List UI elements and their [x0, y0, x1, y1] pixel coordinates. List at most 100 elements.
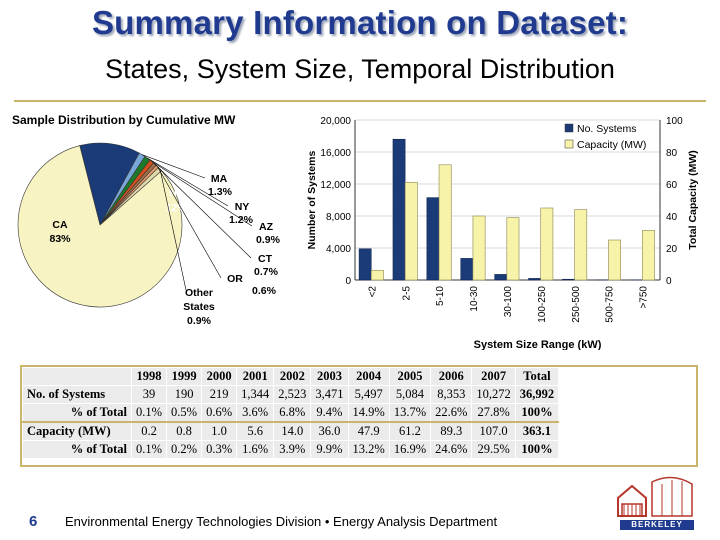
bar-capacity	[404, 182, 418, 281]
table-cell: 0.2	[130, 421, 168, 441]
table-cell: 219	[201, 385, 238, 404]
table-cell: 47.9	[347, 421, 390, 441]
table-total-cell: 36,992	[514, 385, 560, 404]
legend-swatch	[564, 139, 574, 149]
slide-title: Summary Information on Dataset:	[91, 4, 629, 41]
table-cell: 61.2	[388, 421, 432, 441]
pie-slice-ca	[17, 145, 183, 308]
table-cell: 29.5%	[471, 440, 516, 459]
table-row: % of Total 0.1% 0.5% 0.6% 3.6% 6.8% 9.4% 14.9% 1…	[22, 403, 560, 423]
table-row-label: % of Total	[22, 403, 132, 423]
pie-value-ma: 1.3%	[208, 186, 233, 198]
table-row: Capacity (MW) 0.2 0.8 1.0 5.6 14.0 36.0 47.9 61.…	[22, 421, 560, 441]
pie-leader-ct	[154, 163, 252, 259]
pie-value-nj: 12%	[165, 202, 187, 214]
bar-systems	[426, 197, 440, 281]
table-cell: 39	[130, 385, 168, 404]
y-tick-label: 16,000	[320, 148, 351, 159]
y-tick-label: 8,000	[326, 212, 351, 223]
x-tick-label: 250-500	[571, 286, 582, 323]
table-cell: 5,497	[347, 385, 390, 404]
table-header-cell: 2003	[310, 367, 349, 386]
pie-label-or: OR	[227, 273, 243, 285]
table-cell: 0.8	[166, 421, 203, 441]
summary-table: 1998 1999 2000 2001 2002 2003 2004 2005 2006 2007…	[22, 367, 560, 459]
table-header-cell: 2006	[430, 367, 473, 386]
table-row-label: Capacity (MW)	[22, 421, 132, 441]
table-header-row: 1998 1999 2000 2001 2002 2003 2004 2005 2006 2007…	[22, 367, 560, 386]
pie-label-ct: CT	[258, 253, 273, 265]
y-tick-label: 12,000	[320, 180, 351, 191]
y2-tick-label: 0	[666, 276, 672, 287]
table-cell: 0.5%	[166, 403, 203, 423]
table-cell: 27.8%	[471, 403, 516, 423]
pie-label-nj: NJ	[169, 187, 183, 199]
pie-label-ma: MA	[211, 173, 228, 185]
bar-capacity	[472, 215, 486, 281]
table-cell: 10,272	[471, 385, 516, 404]
y2-tick-label: 60	[666, 180, 678, 191]
table-cell: 89.3	[430, 421, 473, 441]
x-tick-label: 10-30	[469, 286, 480, 312]
pie-leader-az	[151, 161, 253, 227]
table-header-cell: 1998	[130, 367, 168, 386]
table-cell: 0.6%	[201, 403, 238, 423]
bar-capacity	[642, 230, 655, 281]
pie-leader-other	[159, 169, 187, 291]
pie-leader-or	[157, 166, 222, 279]
table-header-cell: 2001	[236, 367, 275, 386]
x-axis-title: System Size Range (kW)	[474, 339, 602, 350]
table-cell: 190	[166, 385, 203, 404]
table-header-cell: 2005	[388, 367, 432, 386]
pie-slice-nj	[79, 142, 140, 226]
pie-label-states: States	[183, 301, 215, 313]
table-cell: 3.9%	[273, 440, 312, 459]
table-row-label: % of Total	[22, 440, 132, 459]
x-tick-label: >750	[639, 286, 650, 309]
x-tick-label: 500-750	[605, 286, 616, 323]
pie-label-ny: NY	[235, 201, 250, 213]
bar-systems	[562, 278, 575, 281]
bar-systems	[358, 248, 372, 281]
x-tick-label: 5-10	[435, 286, 446, 306]
table-header-cell: 2007	[471, 367, 516, 386]
y2-tick-label: 80	[666, 148, 678, 159]
table-header-cell: 2000	[201, 367, 238, 386]
table-cell: 0.1%	[130, 440, 168, 459]
legend-label: Capacity (MW)	[577, 139, 646, 151]
table-header-cell: 1999	[166, 367, 203, 386]
pie-leader-ma	[142, 154, 206, 179]
table-cell: 14.9%	[347, 403, 390, 423]
x-tick-label: 2-5	[401, 286, 412, 301]
footer-text: Environmental Energy Technologies Divisi…	[65, 514, 498, 529]
bar-capacity	[506, 217, 520, 281]
pie-value-ca: 83%	[49, 233, 71, 245]
x-tick-label: 30-100	[503, 286, 514, 318]
slide-subtitle: States, System Size, Temporal Distributi…	[105, 54, 615, 84]
y-tick-label: 0	[345, 276, 351, 287]
table-cell: 8,353	[430, 385, 473, 404]
table-header-cell: 2004	[347, 367, 390, 386]
berkeley-lab-logo	[617, 476, 693, 517]
table-row: No. of Systems 39 190 219 1,344 2,523 3,471 5,4…	[22, 385, 560, 404]
table-cell: 3,471	[310, 385, 349, 404]
y2-axis-title: Total Capacity (MW)	[687, 150, 699, 250]
table-header-cell: 2002	[273, 367, 312, 386]
table-row-label: No. of Systems	[22, 385, 132, 404]
bar-systems	[392, 138, 406, 281]
logo-wordmark: BERKELEY LAB	[620, 520, 694, 539]
table-cell: 3.6%	[236, 403, 275, 423]
table-cell: 9.4%	[310, 403, 349, 423]
pie-label-az: AZ	[259, 221, 274, 233]
table-total-cell: 100%	[514, 403, 560, 423]
table-cell: 1.0	[201, 421, 238, 441]
bar-capacity	[574, 209, 588, 281]
pie-value-other: 0.9%	[187, 315, 212, 327]
x-tick-label: 100-250	[537, 286, 548, 323]
table-cell: 22.6%	[430, 403, 473, 423]
pie-label-other: Other	[185, 287, 213, 299]
bar-chart: 0 4,000 8,000 12,000 16,000 20,000 0 20 40 60 80 10…	[306, 116, 699, 350]
table-cell: 0.2%	[166, 440, 203, 459]
pie-value-or: 0.6%	[252, 285, 277, 297]
bar-capacity	[438, 164, 452, 281]
